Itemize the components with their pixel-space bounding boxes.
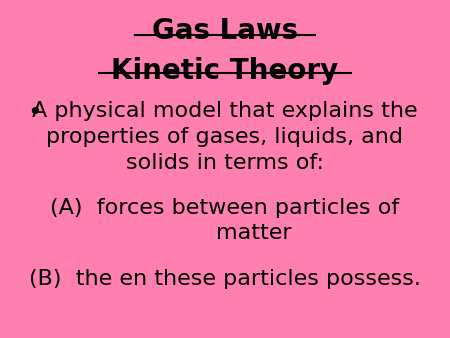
Text: Gas Laws: Gas Laws — [152, 17, 298, 45]
Text: (B)  the en these particles possess.: (B) the en these particles possess. — [29, 269, 421, 289]
Text: (A)  forces between particles of
        matter: (A) forces between particles of matter — [50, 198, 400, 243]
Text: A physical model that explains the
properties of gases, liquids, and
solids in t: A physical model that explains the prope… — [32, 101, 418, 173]
Text: Kinetic Theory: Kinetic Theory — [112, 57, 338, 86]
Text: •: • — [27, 101, 42, 125]
